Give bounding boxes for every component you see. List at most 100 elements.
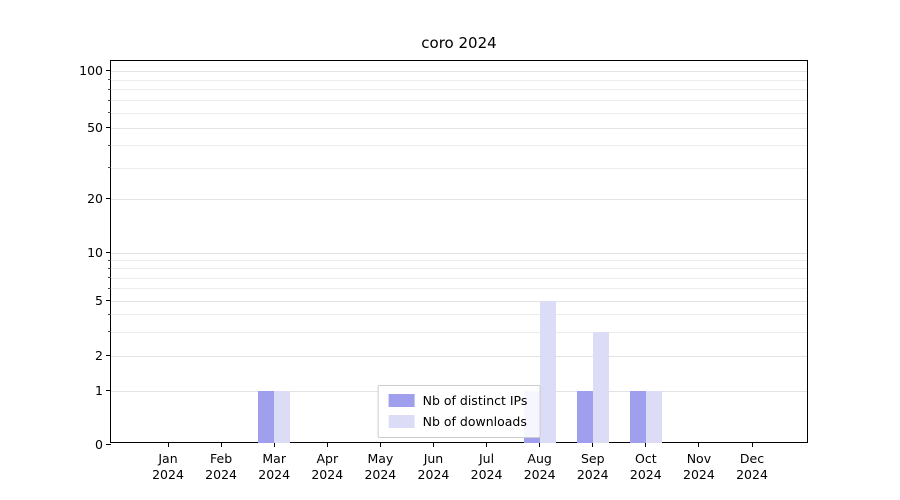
y-minor-gridline [111, 100, 807, 102]
y-tick-label: 2 [95, 348, 103, 364]
x-tick-label-year: 2024 [311, 467, 344, 482]
bar-downloads [592, 331, 609, 443]
y-gridline [111, 355, 807, 357]
x-tick-label-year: 2024 [258, 467, 291, 482]
x-tick-label-year: 2024 [576, 467, 609, 482]
bar-downloads [539, 300, 556, 443]
x-tick-label-month: Oct [635, 451, 657, 466]
y-minor-tick-mark [108, 287, 111, 289]
y-minor-tick-mark [108, 277, 111, 279]
x-tick-label-month: Jul [478, 451, 495, 466]
x-tick-label: Mar 2024 [242, 451, 306, 483]
x-tick-label: Apr 2024 [295, 451, 359, 483]
x-tick-label-year: 2024 [417, 467, 450, 482]
y-minor-gridline [111, 314, 807, 316]
y-tick-mark [106, 70, 111, 72]
x-tick-label-year: 2024 [152, 467, 184, 482]
y-tick-mark [106, 198, 111, 200]
y-tick-mark [106, 443, 111, 445]
legend-item-downloads: Nb of downloads [388, 414, 528, 429]
x-tick-label-month: Sep [580, 451, 605, 466]
y-gridline [111, 300, 807, 302]
plot-area: Nb of distinct IPs Nb of downloads 0 1 2 5 1… [79, 60, 808, 482]
y-tick-label: 0 [95, 436, 103, 452]
x-tick-label-year: 2024 [683, 467, 715, 482]
x-tick-label-month: Jan [158, 451, 178, 466]
y-gridline [111, 252, 807, 254]
y-minor-tick-mark [108, 79, 111, 81]
legend-label-distinct-ips: Nb of distinct IPs [422, 393, 528, 408]
y-tick-label: 100 [79, 63, 103, 79]
y-minor-gridline [111, 268, 807, 270]
legend-swatch-downloads [388, 415, 415, 428]
y-minor-gridline [111, 167, 807, 169]
y-tick-label: 50 [87, 120, 103, 136]
y-minor-tick-mark [108, 167, 111, 169]
x-tick-label: Dec 2024 [720, 451, 784, 483]
x-tick-label-year: 2024 [364, 467, 397, 482]
y-minor-gridline [111, 145, 807, 147]
y-minor-gridline [111, 79, 807, 81]
bar-downloads [274, 390, 291, 443]
x-tick-label: May 2024 [348, 451, 412, 483]
x-tick-label-month: Nov [686, 451, 712, 466]
x-tick-mark [592, 442, 594, 447]
bar-distinct-ips [258, 390, 275, 443]
y-minor-tick-mark [108, 99, 111, 101]
bar-distinct-ips [629, 390, 646, 443]
y-minor-gridline [111, 288, 807, 290]
y-minor-tick-mark [108, 88, 111, 90]
y-tick-label: 1 [95, 383, 103, 399]
x-tick-label-month: Dec [739, 451, 765, 466]
x-tick-label-year: 2024 [470, 467, 503, 482]
x-tick-label-month: Apr [316, 451, 339, 466]
legend-label-downloads: Nb of downloads [422, 414, 527, 429]
legend-item-distinct-ips: Nb of distinct IPs [388, 393, 528, 408]
x-tick-mark [486, 442, 488, 447]
x-tick-label: Jun 2024 [401, 451, 465, 483]
x-tick-label-year: 2024 [523, 467, 556, 482]
bar-downloads [645, 390, 662, 443]
x-tick-label-year: 2024 [629, 467, 662, 482]
y-tick-label: 20 [87, 191, 103, 207]
y-tick-mark [106, 252, 111, 254]
x-tick-label: Aug 2024 [508, 451, 572, 483]
y-minor-tick-mark [108, 144, 111, 146]
x-tick-label-month: Feb [210, 451, 233, 466]
x-tick-mark [326, 442, 328, 447]
y-tick-mark [106, 390, 111, 392]
y-tick-label: 10 [87, 245, 103, 261]
x-tick-label: Feb 2024 [189, 451, 253, 483]
x-tick-label-month: Aug [527, 451, 552, 466]
y-minor-tick-mark [108, 259, 111, 261]
x-tick-label: Sep 2024 [561, 451, 625, 483]
x-tick-label: Jul 2024 [455, 451, 519, 483]
chart-title: coro 2024 [421, 34, 497, 52]
y-minor-gridline [111, 260, 807, 262]
y-tick-mark [106, 300, 111, 302]
x-tick-mark [751, 442, 753, 447]
y-gridline [111, 198, 807, 200]
y-minor-gridline [111, 331, 807, 333]
y-minor-gridline [111, 277, 807, 279]
y-minor-gridline [111, 112, 807, 114]
y-minor-tick-mark [108, 313, 111, 315]
x-tick-label-year: 2024 [205, 467, 237, 482]
y-minor-tick-mark [108, 267, 111, 269]
x-tick-mark [379, 442, 381, 447]
x-tick-label-month: May [367, 451, 394, 466]
y-tick-mark [106, 355, 111, 357]
bar-distinct-ips [576, 390, 593, 443]
x-tick-label: Nov 2024 [667, 451, 731, 483]
x-tick-label-year: 2024 [736, 467, 768, 482]
y-minor-tick-mark [108, 112, 111, 114]
x-tick-label-month: Mar [262, 451, 286, 466]
y-tick-label: 5 [95, 293, 103, 309]
y-minor-gridline [111, 89, 807, 91]
x-tick-label-month: Jun [423, 451, 444, 466]
x-tick-label: Jan 2024 [136, 451, 200, 483]
legend: Nb of distinct IPs Nb of downloads [377, 385, 541, 438]
y-minor-tick-mark [108, 331, 111, 333]
x-tick-mark [645, 442, 647, 447]
